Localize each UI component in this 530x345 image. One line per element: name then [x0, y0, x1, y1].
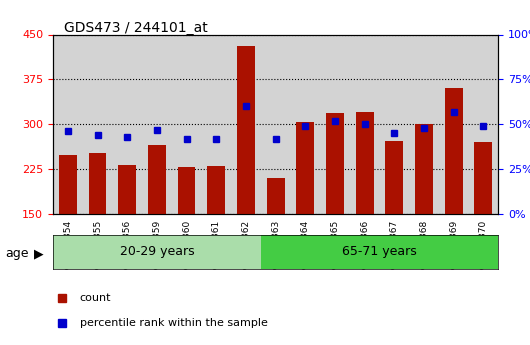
Text: ▶: ▶	[34, 247, 44, 260]
Bar	[59, 155, 77, 214]
Bar	[385, 141, 403, 214]
Bar	[445, 88, 463, 214]
Bar	[207, 166, 225, 214]
Bar	[267, 178, 285, 214]
Bar	[326, 114, 344, 214]
Text: GDS473 / 244101_at: GDS473 / 244101_at	[64, 21, 207, 35]
Text: age: age	[5, 247, 29, 260]
Text: percentile rank within the sample: percentile rank within the sample	[80, 318, 268, 327]
Text: 20-29 years: 20-29 years	[120, 245, 194, 258]
Bar	[296, 122, 314, 214]
Text: 65-71 years: 65-71 years	[342, 245, 417, 258]
FancyBboxPatch shape	[261, 235, 498, 269]
Bar	[415, 124, 433, 214]
Bar	[89, 153, 107, 214]
Bar	[474, 142, 492, 214]
Bar	[237, 47, 255, 214]
Bar	[178, 167, 196, 214]
Bar	[118, 165, 136, 214]
Text: count: count	[80, 293, 111, 303]
Bar	[148, 145, 166, 214]
Bar	[356, 112, 374, 214]
FancyBboxPatch shape	[53, 235, 261, 269]
